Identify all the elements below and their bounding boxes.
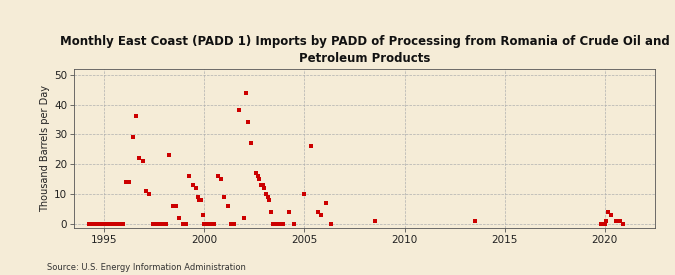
Point <box>229 222 240 226</box>
Point <box>130 114 141 119</box>
Point <box>209 222 220 226</box>
Point <box>242 120 253 125</box>
Point <box>252 174 263 178</box>
Point <box>289 222 300 226</box>
Point <box>180 222 191 226</box>
Point <box>369 219 380 223</box>
Point <box>264 198 275 202</box>
Point <box>121 180 132 184</box>
Point <box>313 210 323 214</box>
Point <box>207 222 218 226</box>
Point <box>240 90 251 95</box>
Point <box>188 183 198 187</box>
Point <box>316 213 327 217</box>
Point <box>277 222 288 226</box>
Point <box>111 222 122 226</box>
Point <box>259 186 270 190</box>
Point <box>107 222 118 226</box>
Point <box>144 192 155 196</box>
Point <box>192 195 203 199</box>
Point <box>611 219 622 223</box>
Point <box>261 192 271 196</box>
Point <box>257 183 268 187</box>
Point <box>87 222 98 226</box>
Point <box>469 219 480 223</box>
Point <box>618 222 628 226</box>
Point <box>321 201 331 205</box>
Point <box>266 210 277 214</box>
Point <box>94 222 105 226</box>
Point <box>199 222 210 226</box>
Point <box>250 171 261 175</box>
Point <box>174 216 185 220</box>
Point <box>178 222 188 226</box>
Point <box>184 174 195 178</box>
Point <box>154 222 165 226</box>
Point <box>114 222 125 226</box>
Point <box>124 180 135 184</box>
Point <box>599 222 610 226</box>
Point <box>271 222 281 226</box>
Point <box>603 210 614 214</box>
Point <box>325 222 336 226</box>
Point <box>157 222 168 226</box>
Point <box>254 177 265 181</box>
Point <box>234 108 245 113</box>
Point <box>128 135 138 139</box>
Point <box>140 189 151 193</box>
Point <box>284 210 295 214</box>
Point <box>196 198 207 202</box>
Point <box>194 198 205 202</box>
Point <box>263 195 273 199</box>
Point <box>167 204 178 208</box>
Point <box>596 222 607 226</box>
Point <box>222 204 233 208</box>
Point <box>90 222 101 226</box>
Point <box>101 222 111 226</box>
Point <box>104 222 115 226</box>
Point <box>246 141 256 145</box>
Point <box>256 183 267 187</box>
Point <box>190 186 201 190</box>
Point <box>225 222 236 226</box>
Point <box>171 204 182 208</box>
Point <box>84 222 95 226</box>
Point <box>151 222 161 226</box>
Point <box>117 222 128 226</box>
Point <box>306 144 317 148</box>
Point <box>202 222 213 226</box>
Point <box>239 216 250 220</box>
Point <box>147 222 158 226</box>
Point <box>200 222 211 226</box>
Point <box>197 213 208 217</box>
Point <box>161 222 171 226</box>
Title: Monthly East Coast (PADD 1) Imports by PADD of Processing from Romania of Crude : Monthly East Coast (PADD 1) Imports by P… <box>59 35 670 65</box>
Point <box>97 222 108 226</box>
Point <box>206 222 217 226</box>
Point <box>614 219 625 223</box>
Point <box>606 213 617 217</box>
Point <box>134 156 144 160</box>
Point <box>164 153 175 157</box>
Point <box>215 177 226 181</box>
Point <box>299 192 310 196</box>
Point <box>204 222 215 226</box>
Point <box>213 174 223 178</box>
Point <box>267 222 278 226</box>
Point <box>219 195 230 199</box>
Text: Source: U.S. Energy Information Administration: Source: U.S. Energy Information Administ… <box>47 263 246 272</box>
Point <box>274 222 285 226</box>
Point <box>137 159 148 163</box>
Y-axis label: Thousand Barrels per Day: Thousand Barrels per Day <box>40 85 50 212</box>
Point <box>601 219 612 223</box>
